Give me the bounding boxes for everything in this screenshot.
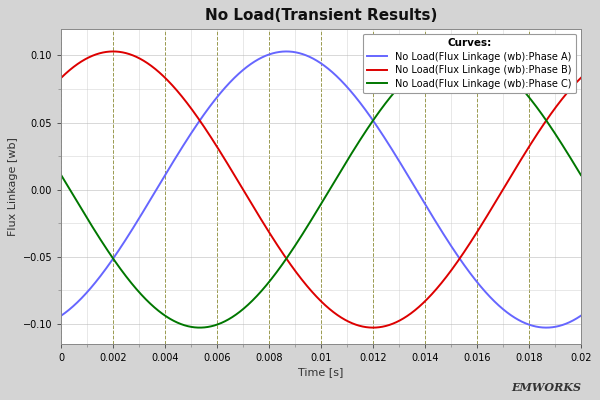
- No Load(Flux Linkage (wb):Phase B): [257, 216, 264, 221]
- No Load(Flux Linkage (wb):Phase A): [280, 49, 287, 54]
- No Load(Flux Linkage (wb):Phase C): [196, 325, 203, 330]
- No Load(Flux Linkage (wb):Phase B): [110, 49, 117, 54]
- No Load(Flux Linkage (wb):Phase B): [511, 167, 518, 172]
- No Load(Flux Linkage (wb):Phase A): [283, 49, 290, 54]
- No Load(Flux Linkage (wb):Phase A): [542, 325, 550, 330]
- No Load(Flux Linkage (wb):Phase C): [148, 302, 155, 307]
- No Load(Flux Linkage (wb):Phase B): [280, 252, 287, 256]
- No Load(Flux Linkage (wb):Phase C): [511, 79, 518, 84]
- Line: No Load(Flux Linkage (wb):Phase B): No Load(Flux Linkage (wb):Phase B): [61, 52, 581, 328]
- No Load(Flux Linkage (wb):Phase A): [148, 196, 155, 200]
- No Load(Flux Linkage (wb):Phase C): [117, 266, 124, 271]
- No Load(Flux Linkage (wb):Phase B): [577, 76, 584, 80]
- No Load(Flux Linkage (wb):Phase C): [568, 156, 575, 161]
- Text: EMWORKS: EMWORKS: [511, 382, 581, 392]
- Line: No Load(Flux Linkage (wb):Phase A): No Load(Flux Linkage (wb):Phase A): [61, 52, 581, 328]
- No Load(Flux Linkage (wb):Phase C): [280, 261, 287, 266]
- No Load(Flux Linkage (wb):Phase B): [568, 86, 575, 91]
- No Load(Flux Linkage (wb):Phase C): [58, 173, 65, 178]
- Line: No Load(Flux Linkage (wb):Phase C): No Load(Flux Linkage (wb):Phase C): [61, 52, 581, 328]
- No Load(Flux Linkage (wb):Phase C): [456, 49, 463, 54]
- No Load(Flux Linkage (wb):Phase C): [577, 173, 584, 178]
- No Load(Flux Linkage (wb):Phase B): [148, 64, 155, 68]
- No Load(Flux Linkage (wb):Phase B): [370, 325, 377, 330]
- No Load(Flux Linkage (wb):Phase A): [577, 313, 584, 318]
- No Load(Flux Linkage (wb):Phase A): [58, 313, 65, 318]
- No Load(Flux Linkage (wb):Phase B): [117, 50, 124, 54]
- Legend: No Load(Flux Linkage (wb):Phase A), No Load(Flux Linkage (wb):Phase B), No Load(: No Load(Flux Linkage (wb):Phase A), No L…: [362, 34, 576, 94]
- No Load(Flux Linkage (wb):Phase A): [117, 245, 124, 250]
- No Load(Flux Linkage (wb):Phase A): [568, 319, 575, 324]
- No Load(Flux Linkage (wb):Phase C): [257, 290, 264, 294]
- No Load(Flux Linkage (wb):Phase A): [511, 316, 518, 320]
- Title: No Load(Transient Results): No Load(Transient Results): [205, 8, 437, 23]
- No Load(Flux Linkage (wb):Phase B): [58, 76, 65, 80]
- No Load(Flux Linkage (wb):Phase A): [257, 56, 264, 60]
- Y-axis label: Flux Linkage [wb]: Flux Linkage [wb]: [8, 137, 19, 236]
- X-axis label: Time [s]: Time [s]: [298, 367, 344, 377]
